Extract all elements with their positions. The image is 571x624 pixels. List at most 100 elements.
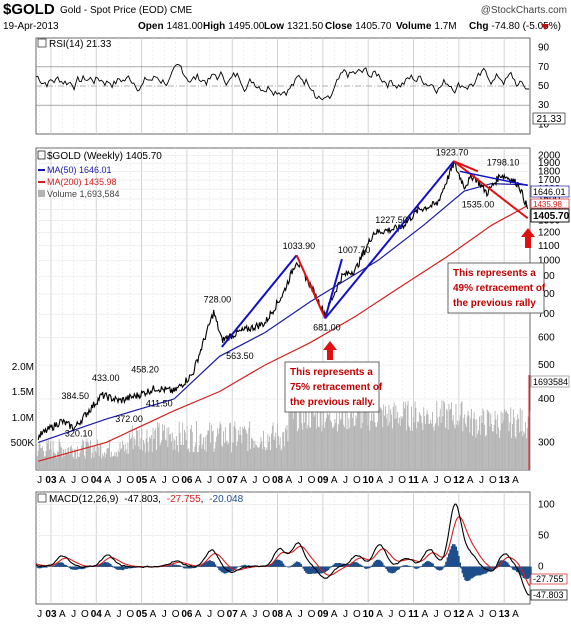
volume-bar [406, 405, 408, 470]
volume-bar [39, 443, 41, 470]
x-tick-label: A [195, 475, 202, 486]
volume-bar [311, 406, 313, 470]
volume-bar [84, 458, 86, 470]
volume-bar [150, 435, 152, 470]
macd-hist-bar [329, 566, 332, 568]
macd-hist-bar [95, 566, 98, 567]
volume-bar [324, 421, 326, 470]
price-annotation: 1227.50 [375, 215, 408, 225]
x-tick-label: A [104, 609, 111, 620]
volume-bar [152, 427, 154, 470]
volume-bar [259, 443, 261, 470]
macd-hist-bar [118, 566, 122, 570]
callout-49: This represents a 49% retracement of the… [447, 228, 546, 314]
x-tick-label: O [172, 609, 180, 620]
volume-bar [213, 452, 215, 470]
macd-hist-bar [524, 566, 527, 579]
price-annotation: 411.50 [146, 399, 173, 409]
volume-bar [162, 424, 164, 470]
macd-hist-bar [105, 562, 108, 567]
macd-hist-bar [471, 566, 474, 579]
x-tick-label: 03 [45, 609, 57, 620]
ma200-line [38, 204, 528, 462]
volume-bar [207, 430, 209, 470]
price-panel: 3004005006007008009001000110012001300140… [11, 147, 570, 471]
volume-bar [503, 420, 505, 470]
svg-text:75% retracement of: 75% retracement of [290, 382, 383, 393]
volume-bar [103, 452, 105, 470]
volume-bar [359, 409, 361, 470]
volume-bar [177, 452, 179, 470]
volume-bar [430, 419, 432, 470]
volume-bar [429, 423, 431, 470]
volume-bar [238, 434, 240, 470]
volume-bar [44, 455, 46, 470]
macd-hist-bar [210, 561, 213, 567]
volume-bar [96, 452, 97, 470]
volume-bar [445, 409, 447, 470]
volume-bar [497, 414, 499, 470]
macd-panel: 0 50 100 MACD(12,26,9) -47.803, -27.755, -… [35, 491, 568, 605]
volume-bar [505, 410, 507, 470]
macd-hist-bar [230, 566, 233, 572]
macd-hist-bar [124, 566, 127, 569]
volume-value: 1.7M [434, 21, 456, 32]
price-line [37, 160, 529, 440]
x-axis-macd: J 03 A J O 04 A J O 05 A J O 06 A J O 07 A J O 08 A J O 09 A J O 10 A J… [37, 609, 519, 620]
price-annotation: 681.00 [313, 322, 341, 332]
x-tick-label: A [376, 475, 383, 486]
volume-bar [455, 404, 457, 470]
volume-bar [102, 453, 104, 470]
volume-bar [485, 436, 486, 470]
macd-hist-bar [514, 566, 517, 571]
volume-bar [341, 410, 343, 470]
volume-bar [196, 421, 197, 470]
volume-bar [128, 453, 130, 470]
chg-label: Chg [469, 21, 488, 32]
macd-hist-bar [475, 566, 478, 576]
volume-bar [367, 425, 369, 470]
volume-bar [315, 410, 317, 470]
volume-bar [519, 432, 520, 470]
x-tick-label: O [262, 609, 270, 620]
price-annotation: 320.10 [65, 429, 93, 439]
volume-bar [135, 445, 137, 470]
x-tick-label: 09 [317, 609, 329, 620]
volume-bar [478, 430, 479, 470]
volume-bar [240, 434, 242, 470]
x-tick-label: A [422, 475, 429, 486]
volume-bar [324, 427, 325, 470]
volume-bar [193, 451, 195, 470]
volume-bar [397, 411, 399, 470]
volume-tick-label: 1.0M [12, 413, 34, 424]
macd-hist-bar [404, 565, 407, 567]
macd-hist-bar [170, 565, 173, 567]
macd-hist-bar [214, 564, 217, 567]
volume-bar [407, 400, 409, 470]
volume-bar [317, 408, 318, 470]
rally-line [324, 258, 343, 319]
volume-bar [141, 428, 143, 470]
x-tick-label: O [489, 475, 497, 486]
volume-bar [98, 455, 100, 470]
macd-hist-bar [389, 566, 392, 573]
volume-bar [523, 431, 525, 470]
volume-bar [432, 427, 434, 470]
volume-bar [382, 427, 384, 470]
macd-hist-bar [112, 566, 115, 568]
macd-hist-bar [128, 566, 131, 569]
macd-hist-bar [176, 564, 179, 567]
x-tick-label: J [298, 609, 303, 620]
volume-bar [108, 448, 110, 470]
price-annotation: 384.50 [61, 391, 89, 401]
volume-bar [334, 419, 336, 470]
rsi-legend: RSI(14) 21.33 [49, 39, 112, 50]
volume-bar [117, 456, 118, 470]
volume-bar [404, 408, 405, 470]
volume-bar [476, 419, 478, 470]
volume-bar [435, 422, 437, 470]
macd-hist-bar [452, 544, 455, 567]
macd-hist-bar [346, 564, 349, 567]
macd-hist-bar [182, 566, 185, 569]
